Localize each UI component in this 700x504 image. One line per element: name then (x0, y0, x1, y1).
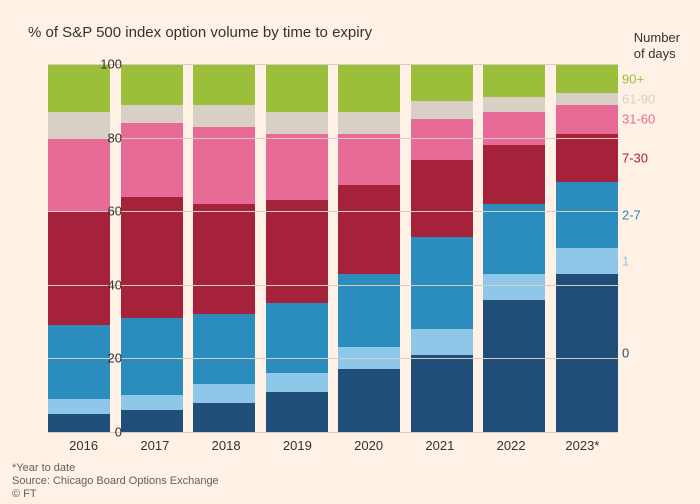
x-axis-tick: 2021 (425, 438, 454, 453)
bar-segment-31-60 (483, 112, 545, 145)
bar-segment-61-90 (193, 105, 255, 127)
bar (121, 64, 183, 432)
bar (556, 64, 618, 432)
bar-segment-2-7 (556, 182, 618, 248)
bar (411, 64, 473, 432)
bar-segment-1 (411, 329, 473, 355)
legend-item: 2-7 (622, 207, 641, 222)
bar (338, 64, 400, 432)
x-axis-tick: 2019 (283, 438, 312, 453)
bar-segment-2-7 (266, 303, 328, 373)
bar-segment-7-30 (48, 211, 110, 325)
bar-segment-0 (411, 355, 473, 432)
chart-title: % of S&P 500 index option volume by time… (28, 24, 372, 41)
bar-segment-90+ (338, 64, 400, 112)
bar-segment-7-30 (411, 160, 473, 237)
x-axis-tick: 2018 (212, 438, 241, 453)
bar (266, 64, 328, 432)
footnote: *Year to date (12, 462, 75, 474)
y-axis-tick: 60 (82, 204, 122, 219)
bar-segment-61-90 (483, 97, 545, 112)
legend-title: Number of days (634, 30, 680, 61)
bar-segment-7-30 (338, 185, 400, 273)
bar-segment-0 (121, 410, 183, 432)
bar (48, 64, 110, 432)
bar-segment-2-7 (483, 204, 545, 274)
bar-segment-0 (338, 369, 400, 432)
y-axis-tick: 100 (82, 57, 122, 72)
legend-item: 61-90 (622, 91, 655, 106)
bar-segment-1 (48, 399, 110, 414)
grid-line (48, 285, 618, 286)
legend-title-line2: of days (634, 46, 676, 61)
legend-title-line1: Number (634, 30, 680, 45)
legend-item: 90+ (622, 71, 644, 86)
grid-line (48, 138, 618, 139)
bar-segment-90+ (266, 64, 328, 112)
legend-item: 7-30 (622, 150, 648, 165)
bar-segment-31-60 (411, 119, 473, 159)
source-line: Source: Chicago Board Options Exchange (12, 475, 219, 487)
bar-segment-61-90 (121, 105, 183, 123)
bar-segment-31-60 (556, 105, 618, 134)
bar-segment-7-30 (556, 134, 618, 182)
bar-segment-1 (193, 384, 255, 402)
bar-segment-1 (266, 373, 328, 391)
bar-segment-31-60 (48, 138, 110, 212)
x-axis-tick: 2017 (140, 438, 169, 453)
bar-segment-61-90 (556, 93, 618, 104)
x-axis-tick: 2022 (497, 438, 526, 453)
copyright: © FT (12, 488, 37, 500)
bar-segment-7-30 (266, 200, 328, 303)
bar-segment-61-90 (266, 112, 328, 134)
grid-line (48, 64, 618, 65)
bar-segment-1 (483, 274, 545, 300)
grid-line (48, 432, 618, 433)
bar-segment-1 (121, 395, 183, 410)
bar-segment-31-60 (266, 134, 328, 200)
bar-segment-31-60 (121, 123, 183, 197)
legend-item: 31-60 (622, 112, 655, 127)
x-axis-tick: 2016 (69, 438, 98, 453)
bar-segment-7-30 (193, 204, 255, 314)
bar-segment-31-60 (338, 134, 400, 186)
y-axis-tick: 80 (82, 130, 122, 145)
bar-segment-90+ (483, 64, 545, 97)
bar-segment-0 (483, 300, 545, 432)
bar-segment-2-7 (193, 314, 255, 384)
plot-area (48, 64, 618, 432)
legend-item: 1 (622, 253, 629, 268)
bar-segment-90+ (193, 64, 255, 104)
bar-segment-7-30 (483, 145, 545, 204)
bar (193, 64, 255, 432)
bar-segment-0 (556, 274, 618, 432)
bar-segment-2-7 (121, 318, 183, 395)
bar-segment-7-30 (121, 197, 183, 318)
bar-segment-90+ (556, 64, 618, 93)
grid-line (48, 211, 618, 212)
bar-segment-61-90 (338, 112, 400, 134)
bar-segment-90+ (411, 64, 473, 101)
bar-segment-0 (193, 403, 255, 432)
y-axis-tick: 20 (82, 351, 122, 366)
y-axis-tick: 40 (82, 277, 122, 292)
bar-segment-90+ (121, 64, 183, 104)
bar (483, 64, 545, 432)
bars-container (48, 64, 618, 432)
legend-item: 0 (622, 345, 629, 360)
bar-segment-1 (556, 248, 618, 274)
bar-segment-61-90 (411, 101, 473, 119)
bar-segment-2-7 (411, 237, 473, 329)
bar-segment-0 (266, 392, 328, 432)
x-axis-tick: 2023* (565, 438, 599, 453)
x-axis-tick: 2020 (354, 438, 383, 453)
grid-line (48, 358, 618, 359)
